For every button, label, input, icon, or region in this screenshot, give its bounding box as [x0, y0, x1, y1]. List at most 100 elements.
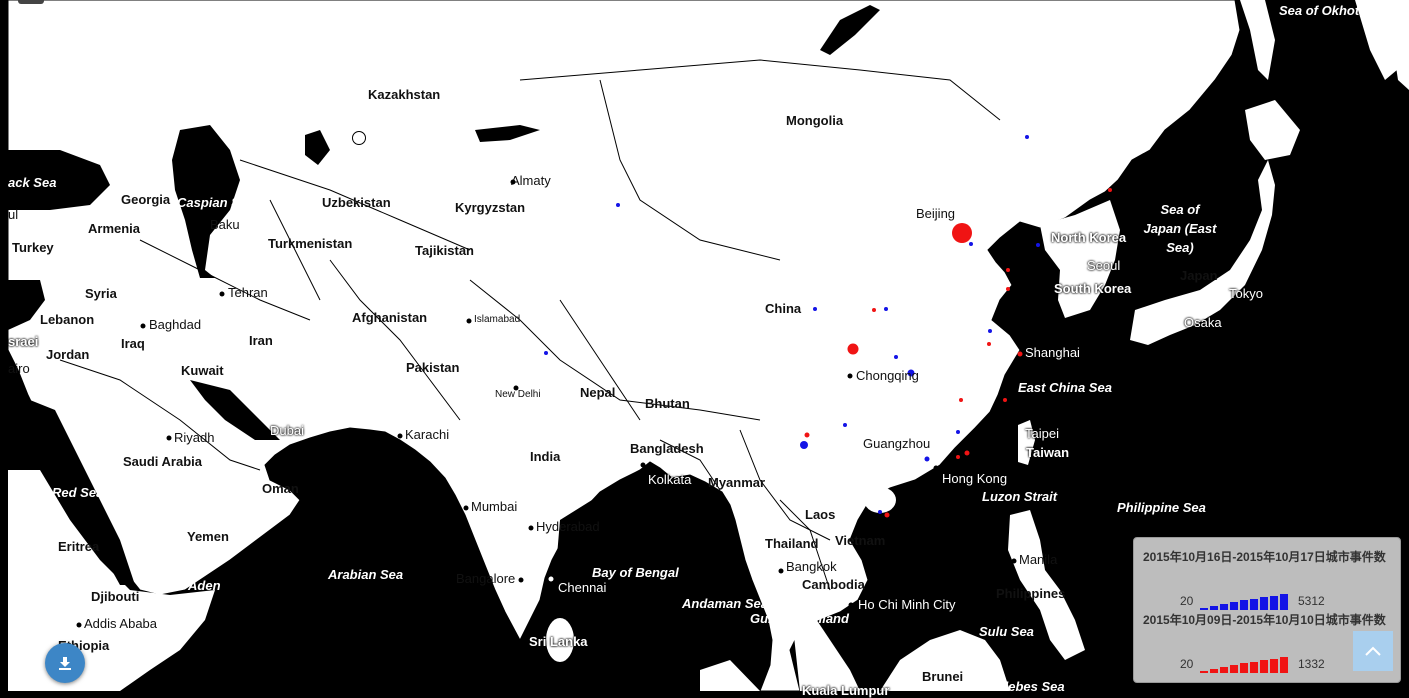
label-pakistan: Pakistan	[406, 360, 460, 375]
label-tokyo: Tokyo	[1229, 286, 1263, 301]
label-gulf-of-aden: Gulf of Aden	[143, 578, 221, 593]
label-sri-lanka: Sri Lanka	[529, 634, 588, 649]
legend-bar	[1240, 663, 1248, 673]
label-georgia: Georgia	[121, 192, 171, 207]
label-afghanistan: Afghanistan	[352, 310, 428, 325]
label-brunei: Brunei	[922, 669, 964, 684]
legend-bar	[1230, 665, 1238, 673]
label-partial-israel: sraei	[8, 334, 39, 349]
label-sea-of-okhotsk: Sea of Okhotsk	[1279, 3, 1374, 18]
label-sea-of-japan: Sea of Japan (East Sea)	[1143, 202, 1217, 255]
label-osaka: Osaka	[1184, 315, 1222, 330]
label-east-china-sea: East China Sea	[1018, 380, 1112, 395]
label-hong-kong: Hong Kong	[942, 471, 1008, 486]
label-china: China	[765, 301, 802, 316]
label-baghdad: Baghdad	[149, 317, 202, 332]
label-sulu-sea: Sulu Sea	[979, 624, 1034, 639]
label-thailand: Thailand	[765, 536, 819, 551]
label-chongqing: Chongqing	[856, 368, 919, 383]
legend-bar	[1220, 667, 1228, 673]
label-beijing: Beijing	[916, 206, 956, 221]
label-seoul: Seoul	[1087, 258, 1121, 273]
land-philippines	[1008, 510, 1085, 660]
legend-bar	[1230, 602, 1238, 610]
legend-bar	[1260, 660, 1268, 673]
land-eurasia	[7, 0, 1241, 691]
label-partial-cairo: airo	[8, 361, 30, 376]
legend-bar	[1210, 669, 1218, 673]
label-arabian-sea: Arabian Sea	[328, 567, 404, 582]
label-guangzhou: Guangzhou	[863, 436, 931, 451]
legend-min-period2: 20	[1180, 657, 1194, 671]
label-kolkata: Kolkata	[648, 472, 692, 487]
land-korea	[1040, 200, 1120, 318]
legend-bar	[1250, 599, 1258, 610]
label-uzbekistan: Uzbekistan	[322, 195, 391, 210]
legend-title-period2: 2015年10月09日-2015年10月10日城市事件数	[1143, 613, 1386, 627]
label-chennai: Chennai	[558, 580, 607, 595]
label-saudi-arabia: Saudi Arabia	[123, 454, 202, 469]
label-kazakhstan: Kazakhstan	[368, 87, 441, 102]
label-red-sea: Red Sea	[52, 485, 104, 500]
persian-gulf	[190, 380, 280, 440]
legend-max-period1: 5312	[1298, 594, 1325, 608]
label-bangladesh: Bangladesh	[630, 441, 704, 456]
label-kyrgyzstan: Kyrgyzstan	[455, 200, 526, 215]
label-baku: Baku	[210, 217, 240, 232]
sri-lanka-land	[546, 618, 574, 662]
legend-bar	[1200, 671, 1208, 673]
label-andaman-sea: Andaman Sea	[682, 596, 768, 611]
download-icon	[59, 657, 71, 670]
label-eritrea: Eritrea	[58, 539, 100, 554]
legend-panel: 2015年10月16日-2015年10月17日城市事件数 20 5312 201…	[1133, 537, 1401, 683]
label-philippines: Philippines	[996, 586, 1066, 601]
caspian-sea	[172, 125, 240, 278]
label-syria: Syria	[85, 286, 117, 301]
label-ho-chi-minh-city: Ho Chi Minh City	[858, 597, 956, 612]
legend-min-period1: 20	[1180, 594, 1194, 608]
label-partial-black-sea: ack Sea	[8, 175, 57, 190]
chevron-up-icon	[1365, 646, 1381, 656]
label-lebanon: Lebanon	[40, 312, 95, 327]
label-cambodia: Cambodia	[802, 577, 865, 592]
black-sea	[8, 150, 110, 210]
label-vietnam: Vietnam	[835, 533, 886, 548]
label-caspian-sea: Caspian Sea	[177, 195, 255, 210]
back-to-top-button[interactable]	[1353, 631, 1393, 671]
legend-bar	[1200, 608, 1208, 610]
red-sea	[30, 400, 135, 585]
label-bay-of-bengal: Bay of Bengal	[592, 565, 679, 580]
legend-bar	[1280, 657, 1288, 673]
legend-bar	[1220, 604, 1228, 610]
mediterranean	[8, 280, 45, 330]
label-yemen: Yemen	[187, 529, 229, 544]
label-north-korea: North Korea	[1051, 230, 1127, 245]
label-almaty: Almaty	[511, 173, 551, 188]
label-japan: Japan	[1180, 268, 1218, 283]
label-riyadh: Riyadh	[174, 430, 215, 445]
label-armenia: Armenia	[88, 221, 141, 236]
legend-max-period2: 1332	[1298, 657, 1325, 671]
label-shanghai: Shanghai	[1025, 345, 1080, 360]
label-kuwait: Kuwait	[181, 363, 224, 378]
label-partial-ul: ul	[8, 207, 19, 222]
label-philippine-sea: Philippine Sea	[1117, 500, 1206, 515]
label-nepal: Nepal	[580, 385, 616, 400]
land-africa	[8, 470, 215, 691]
download-button[interactable]	[45, 643, 85, 683]
land-japan	[1130, 160, 1275, 345]
label-hyderabad: Hyderabad	[536, 519, 600, 534]
label-turkmenistan: Turkmenistan	[268, 236, 353, 251]
label-iraq: Iraq	[121, 336, 145, 351]
label-luzon-strait: Luzon Strait	[982, 489, 1058, 504]
legend-scale-period2	[1200, 655, 1288, 673]
label-india: India	[530, 449, 561, 464]
map-control-button[interactable]	[18, 0, 44, 4]
legend-scale-period1	[1200, 592, 1288, 610]
legend-bar	[1260, 597, 1268, 610]
label-mongolia: Mongolia	[786, 113, 844, 128]
legend-title-period1: 2015年10月16日-2015年10月17日城市事件数	[1143, 550, 1386, 564]
label-bangalore: Bangalore	[456, 571, 516, 586]
legend-bar	[1240, 600, 1248, 610]
